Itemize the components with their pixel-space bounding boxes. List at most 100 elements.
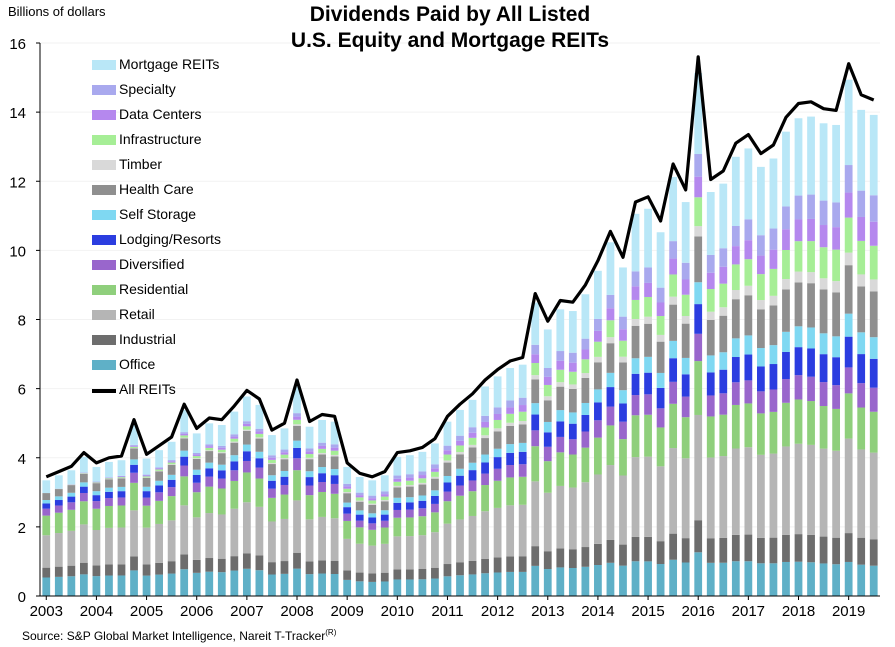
bar-stack <box>769 158 778 596</box>
bar-segment <box>418 484 427 496</box>
bar-segment <box>694 176 703 198</box>
bar-segment <box>606 320 615 338</box>
x-tick-label: 2005 <box>130 603 163 620</box>
bar-segment <box>531 414 540 431</box>
bar-segment <box>706 272 715 290</box>
bar-segment <box>794 241 803 272</box>
bar-segment <box>656 541 665 564</box>
bar-segment <box>744 240 753 260</box>
bar-segment <box>719 315 728 353</box>
bar-segment <box>493 468 502 481</box>
bar-segment <box>669 274 678 297</box>
bar-segment <box>117 564 126 576</box>
bar-segment <box>794 561 803 596</box>
bar-segment <box>293 416 301 420</box>
bar-stack <box>681 202 690 596</box>
bar-segment <box>205 476 214 487</box>
bar-segment <box>355 572 364 582</box>
bar-stack <box>731 156 740 596</box>
bar-stack <box>819 123 828 596</box>
bar-segment <box>368 504 377 514</box>
y-tick-label: 2 <box>18 520 26 537</box>
bar-segment <box>493 376 502 408</box>
bar-segment <box>619 356 627 363</box>
bar-segment <box>719 414 728 457</box>
legend-label: Infrastructure <box>119 131 202 147</box>
bar-segment <box>330 454 339 457</box>
bar-segment <box>79 574 88 596</box>
bar-segment <box>130 448 138 460</box>
bar-segment <box>568 549 577 568</box>
bar-segment <box>230 436 239 439</box>
bar-segment <box>431 512 439 533</box>
bar-segment <box>155 500 163 524</box>
bar-segment <box>819 123 828 201</box>
x-tick-label: 2016 <box>682 603 715 620</box>
bar-segment <box>619 439 627 476</box>
bar-segment <box>869 114 878 196</box>
bar-segment <box>644 414 652 457</box>
bar-segment <box>543 551 552 570</box>
bar-segment <box>506 571 515 596</box>
bar-segment <box>844 252 853 266</box>
bar-segment <box>393 509 402 518</box>
bar-segment <box>468 480 477 492</box>
legend-label: Data Centers <box>119 106 202 122</box>
bar-segment <box>506 400 515 408</box>
legend-swatch <box>92 285 116 295</box>
bar-segment <box>656 408 665 428</box>
legend-label: Specialty <box>119 81 176 97</box>
bar-segment <box>468 574 477 596</box>
bar-segment <box>807 194 815 219</box>
bar-segment <box>142 474 151 476</box>
bar-segment <box>581 359 590 374</box>
bar-segment <box>105 478 113 480</box>
bar-segment <box>180 435 189 438</box>
bar-segment <box>393 475 402 479</box>
bar-segment <box>506 368 515 401</box>
bar-segment <box>493 557 502 573</box>
bar-segment <box>568 439 577 455</box>
bar-segment <box>355 476 364 493</box>
bar-segment <box>242 429 251 431</box>
bar-segment <box>468 447 477 463</box>
bar-segment <box>393 485 402 488</box>
bar-segment <box>418 579 427 596</box>
bar-segment <box>869 387 878 412</box>
bar-segment <box>619 403 627 422</box>
bar-segment <box>644 323 652 357</box>
bar-segment <box>543 421 552 433</box>
bar-segment <box>405 502 414 510</box>
bar-segment <box>155 480 163 486</box>
bar-segment <box>681 357 690 375</box>
bar-segment <box>42 508 51 516</box>
bar-segment <box>819 278 828 290</box>
bar-segment <box>205 486 214 514</box>
bar-stack <box>669 176 678 596</box>
bar-segment <box>719 537 728 563</box>
bar-segment <box>431 490 439 496</box>
bar-segment <box>155 574 163 596</box>
bar-segment <box>293 568 301 596</box>
legend-label: Lodging/Resorts <box>119 231 221 247</box>
bar-segment <box>268 480 276 489</box>
bar-segment <box>844 192 853 218</box>
bar-segment <box>230 438 239 442</box>
bar-stack <box>142 458 151 596</box>
bar-segment <box>819 448 828 537</box>
bar-segment <box>594 437 602 475</box>
bar-segment <box>581 402 590 415</box>
bar-segment <box>669 176 678 242</box>
legend-swatch <box>92 60 116 70</box>
bar-segment <box>293 424 301 426</box>
bar-segment <box>493 507 502 558</box>
bar-segment <box>205 450 214 452</box>
bar-stack <box>54 475 63 596</box>
bar-segment <box>518 556 527 572</box>
bar-segment <box>180 465 189 477</box>
bar-segment <box>844 533 853 562</box>
bar-segment <box>405 517 414 537</box>
bar-segment <box>79 482 88 487</box>
bar-segment <box>844 561 853 596</box>
bar-segment <box>631 358 640 374</box>
